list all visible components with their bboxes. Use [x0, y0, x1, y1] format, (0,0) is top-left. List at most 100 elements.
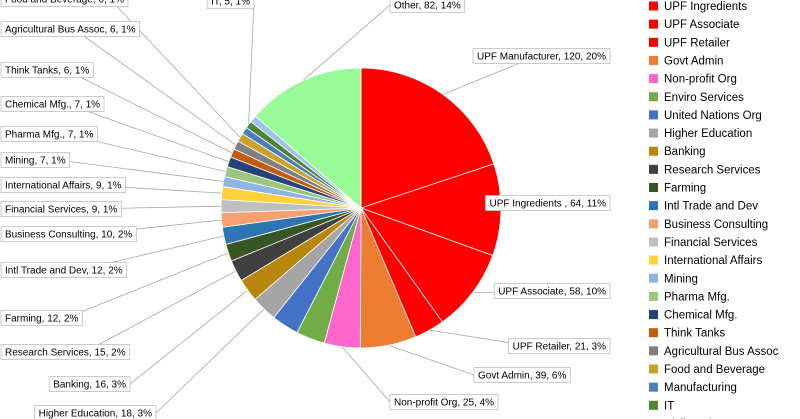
data-label-box-farming — [0, 310, 83, 326]
data-label-govt-admin: Govt Admin, 39, 6% — [478, 371, 566, 382]
legend-label-food-and-beverage: Food and Beverage — [664, 364, 765, 376]
pie-slice-upf-associate — [359, 207, 494, 323]
data-label-box-upf-ingredients — [485, 195, 611, 211]
data-label-box-pharma-mfg — [0, 126, 98, 142]
data-label-box-think-tanks — [0, 62, 94, 78]
legend-swatch-intl-trade-and-dev — [649, 201, 658, 211]
legend-swatch-manufacturing — [649, 382, 658, 392]
data-label-it: IT, 5, 1% — [211, 0, 250, 8]
data-label-business-consulting: Business Consulting, 10, 2% — [5, 230, 132, 241]
legend-swatch-business-consulting — [649, 219, 658, 229]
legend-label-think-tanks: Think Tanks — [664, 328, 725, 340]
legend: UPF Ingredients UPF Associate UPF Retailer… — [649, 1, 779, 419]
legend-swatch-upf-associate — [649, 19, 658, 29]
leader-line-think-tanks — [65, 69, 233, 154]
data-label-box-international-affairs — [0, 177, 126, 193]
legend-label-non-profit-org: Non-profit Org — [664, 74, 737, 86]
legend-swatch-food-and-beverage — [649, 364, 658, 374]
legend-swatch-united-nations-org — [649, 110, 658, 120]
leader-line-it — [248, 0, 255, 125]
legend-label-it: IT — [664, 400, 674, 412]
legend-swatch-non-profit-org — [649, 74, 658, 84]
legend-swatch-think-tanks — [649, 328, 658, 338]
legend-label-chemical-mfg: Chemical Mfg. — [664, 310, 738, 322]
legend-swatch-research-services — [649, 164, 658, 174]
leader-line-chemical-mfg — [66, 103, 229, 163]
legend-label-business-consulting: Business Consulting — [664, 219, 768, 231]
data-label-research-services: Research Services, 15, 2% — [5, 348, 126, 359]
leader-line-research-services — [84, 270, 237, 353]
data-label-box-it — [206, 0, 255, 9]
data-label-box-govt-admin — [473, 367, 571, 383]
legend-swatch-upf-retailer — [649, 37, 658, 47]
data-label-box-other — [389, 0, 466, 13]
legend-label-international-affairs: International Affairs — [664, 255, 762, 267]
legend-swatch-upf-ingredients — [649, 1, 658, 11]
legend-label-govt-admin: Govt Admin — [664, 55, 723, 67]
legend-label-mining: Mining — [664, 273, 698, 285]
data-label-box-intl-trade-and-dev — [0, 262, 128, 278]
legend-swatch-agricultural-bus-assoc — [649, 346, 658, 356]
legend-swatch-higher-education — [649, 128, 658, 138]
data-label-box-agricultural-bus-assoc — [0, 21, 141, 37]
data-label-box-chemical-mfg — [0, 96, 105, 112]
legend-swatch-mining — [649, 273, 658, 283]
data-label-chemical-mfg: Chemical Mfg., 7, 1% — [5, 100, 100, 111]
data-label-other: Other, 82, 14% — [394, 1, 461, 12]
leader-line-higher-education — [155, 308, 265, 414]
leader-line-govt-admin — [388, 344, 475, 376]
legend-label-intl-trade-and-dev: Intl Trade and Dev — [664, 201, 758, 213]
pie-slices — [220, 67, 502, 349]
legend-label-pharma-mfg: Pharma Mfg. — [664, 291, 730, 303]
data-label-box-upf-retailer — [508, 338, 611, 354]
legend-label-research-services: Research Services — [664, 164, 761, 176]
legend-label-higher-education: Higher Education — [664, 128, 752, 140]
data-label-box-financial-services — [0, 201, 122, 217]
data-label-box-mining — [0, 152, 70, 168]
data-label-upf-manufacturer: UPF Manufacturer, 120, 20% — [477, 52, 606, 63]
data-label-mining: Mining, 7, 1% — [5, 156, 66, 167]
data-label-pharma-mfg: Pharma Mfg., 7, 1% — [5, 130, 93, 141]
data-label-food-and-beverage: Food and Beverage, 6, 1% — [5, 0, 124, 6]
pie-slice-upf-manufacturer — [360, 67, 495, 209]
data-label-box-business-consulting — [0, 226, 137, 242]
legend-label-enviro-services: Enviro Services — [664, 92, 744, 104]
data-label-box-research-services — [0, 344, 131, 360]
data-label-box-upf-manufacturer — [472, 48, 611, 64]
data-label-upf-associate: UPF Associate, 58, 10% — [498, 287, 606, 298]
data-label-intl-trade-and-dev: Intl Trade and Dev, 12, 2% — [5, 266, 123, 277]
data-label-box-upf-associate — [493, 283, 611, 299]
data-label-upf-ingredients: UPF Ingredients , 64, 11% — [490, 199, 607, 210]
legend-label-manufacturing: Manufacturing — [664, 382, 737, 394]
leader-line-other — [302, 4, 391, 81]
legend-label-united-nations-org: United Nations Org — [664, 110, 762, 122]
legend-label-agricultural-bus-assoc: Agricultural Bus Assoc — [664, 346, 779, 358]
data-label-think-tanks: Think Tanks, 6, 1% — [5, 66, 89, 77]
legend-label-financial-services: Financial Services — [664, 237, 758, 249]
leader-line-banking — [129, 289, 248, 385]
legend-swatch-govt-admin — [649, 55, 658, 65]
legend-swatch-chemical-mfg — [649, 310, 658, 320]
data-label-international-affairs: International Affairs, 9, 1% — [5, 181, 122, 192]
legend-swatch-enviro-services — [649, 92, 658, 102]
data-label-farming: Farming, 12, 2% — [5, 314, 78, 325]
data-label-box-banking — [48, 376, 131, 392]
legend-label-upf-retailer: UPF Retailer — [664, 37, 730, 49]
legend-label-upf-ingredients: UPF Ingredients — [664, 1, 747, 13]
leader-line-non-profit-org — [341, 346, 391, 403]
data-label-box-food-and-beverage — [0, 0, 129, 7]
data-labels: UPF Manufacturer, 120, 20% UPF Ingredient… — [0, 0, 611, 419]
data-label-box-higher-education — [34, 405, 157, 419]
data-label-non-profit-org: Non-profit Org, 25, 4% — [394, 398, 494, 409]
legend-label-banking: Banking — [664, 146, 706, 158]
legend-swatch-pharma-mfg — [649, 291, 658, 301]
legend-swatch-banking — [649, 146, 658, 156]
legend-label-upf-associate: UPF Associate — [664, 19, 739, 31]
leader-line-farming — [65, 252, 229, 319]
legend-swatch-international-affairs — [649, 255, 658, 265]
legend-label-farming: Farming — [664, 183, 706, 195]
legend-swatch-financial-services — [649, 237, 658, 247]
data-label-box-non-profit-org — [389, 394, 499, 410]
data-label-higher-education: Higher Education, 18, 3% — [39, 409, 153, 419]
